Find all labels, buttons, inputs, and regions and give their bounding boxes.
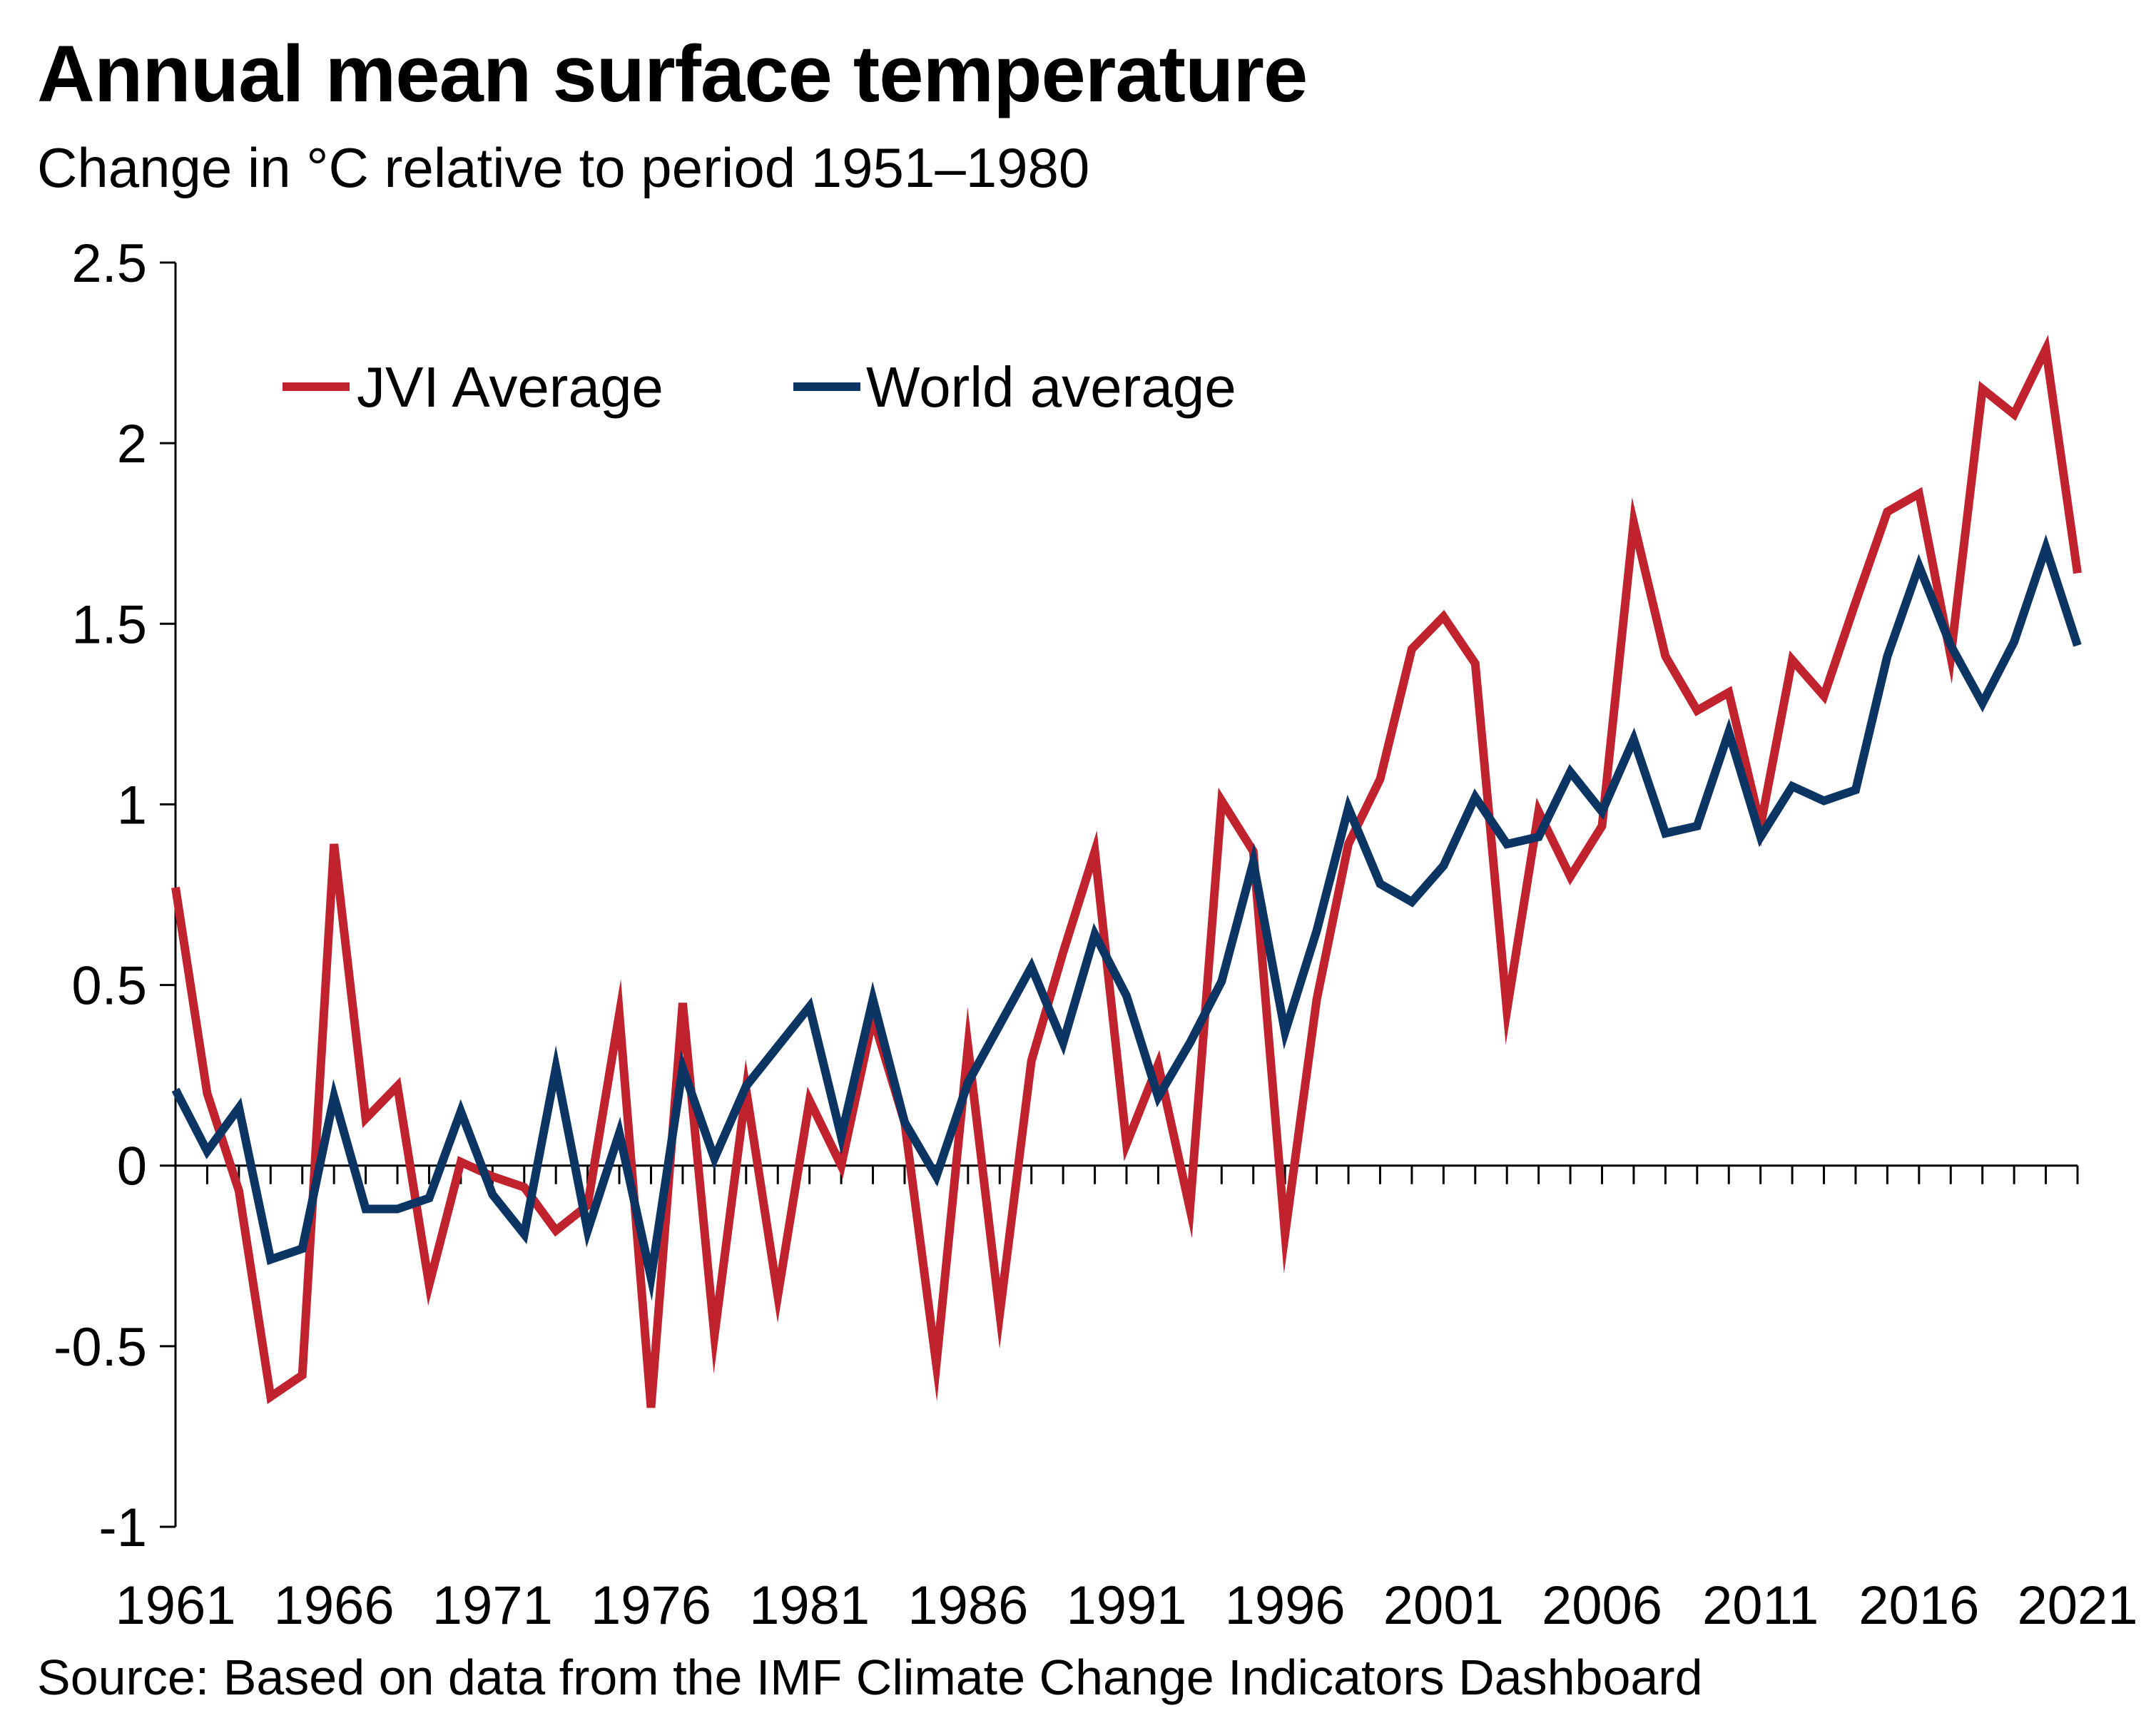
y-tick-label: 0 [117, 1137, 147, 1197]
legend-label-jvi-average: JVI Average [357, 355, 663, 419]
legend-label-world-average: World average [866, 355, 1236, 419]
x-tick-label: 1961 [115, 1575, 235, 1636]
x-tick-label: 2021 [2017, 1575, 2137, 1636]
y-tick-label: 1 [117, 775, 147, 835]
chart-subtitle: Change in °C relative to period 1951–198… [37, 136, 1090, 199]
y-tick-label: -1 [98, 1498, 147, 1558]
series-line-jvi-average [171, 335, 2082, 1408]
x-tick-label: 1966 [274, 1575, 395, 1636]
x-tick-label: 1981 [749, 1575, 870, 1636]
y-tick-label: 1.5 [71, 594, 147, 655]
x-tick-label: 2016 [1858, 1575, 1979, 1636]
y-tick-label: 0.5 [71, 956, 147, 1017]
x-tick-label: 1986 [907, 1575, 1028, 1636]
x-tick-label: 1976 [591, 1575, 711, 1636]
x-tick-label: 1971 [432, 1575, 553, 1636]
y-tick-label: -0.5 [54, 1317, 147, 1378]
y-tick-label: 2.5 [71, 233, 147, 294]
x-tick-label: 2006 [1542, 1575, 1662, 1636]
x-tick-label: 1996 [1225, 1575, 1346, 1636]
y-tick-label: 2 [117, 414, 147, 474]
x-tick-label: 1991 [1066, 1575, 1186, 1636]
chart-title: Annual mean surface temperature [37, 29, 1308, 118]
line-chart: 2.5 2 1.5 1 0.5 0 -0.5 -1 1961 1966 1971 1976 1981 19… [54, 233, 2138, 1636]
x-tick-label: 2001 [1383, 1575, 1504, 1636]
x-tick-label: 2011 [1702, 1575, 1819, 1636]
series-line-world-average [171, 534, 2082, 1301]
source-note: Source: Based on data from the IMF Clima… [37, 1650, 1703, 1705]
